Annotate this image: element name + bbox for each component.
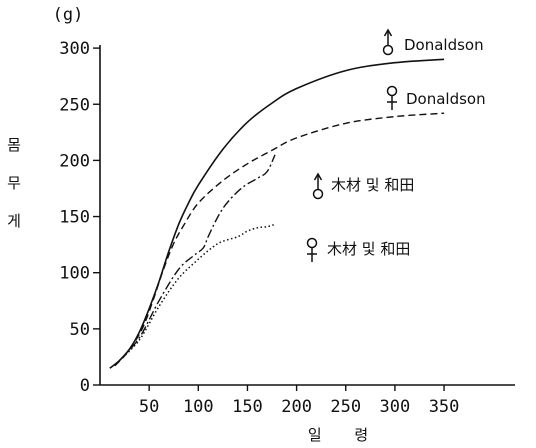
male-symbol-circle	[382, 44, 394, 56]
legend-label-3: 木材 및 和田	[331, 176, 414, 194]
x-tick-label: 150	[232, 397, 263, 417]
y-unit-label: (g)	[53, 5, 84, 25]
legend-label-1: Donaldson	[404, 36, 484, 54]
male-symbol-circle	[312, 188, 324, 200]
series-line-2	[114, 112, 445, 367]
legend-label-2: Donaldson	[406, 90, 486, 108]
y-tick-label: 100	[59, 264, 90, 284]
series-line-3	[119, 154, 276, 361]
y-tick-label: 300	[59, 39, 90, 59]
female-symbol-icon	[306, 237, 318, 262]
x-tick-label: 50	[139, 397, 159, 417]
y-tick-label: 0	[80, 376, 90, 396]
female-symbol-circle	[386, 85, 398, 97]
y-tick-label: 150	[59, 208, 90, 228]
series-line-4	[119, 223, 276, 361]
series-line-1	[109, 58, 445, 369]
x-tick-label: 300	[380, 397, 411, 417]
x-tick-label: 200	[281, 397, 312, 417]
x-tick-label: 250	[330, 397, 361, 417]
y-tick-label: 50	[70, 320, 90, 340]
x-axis-label: 일 령	[308, 426, 382, 444]
legend-label-4: 木材 및 和田	[327, 240, 410, 258]
male-symbol-icon	[312, 172, 324, 200]
male-symbol-icon	[382, 28, 394, 56]
female-symbol-icon	[386, 85, 398, 110]
y-tick-label: 250	[59, 95, 90, 115]
y-tick-label: 200	[59, 151, 90, 171]
male-symbol-arrow	[383, 28, 393, 37]
female-symbol-circle	[306, 237, 318, 249]
x-tick-label: 100	[183, 397, 214, 417]
male-symbol-arrow	[313, 172, 323, 181]
x-tick-label: 350	[429, 397, 460, 417]
